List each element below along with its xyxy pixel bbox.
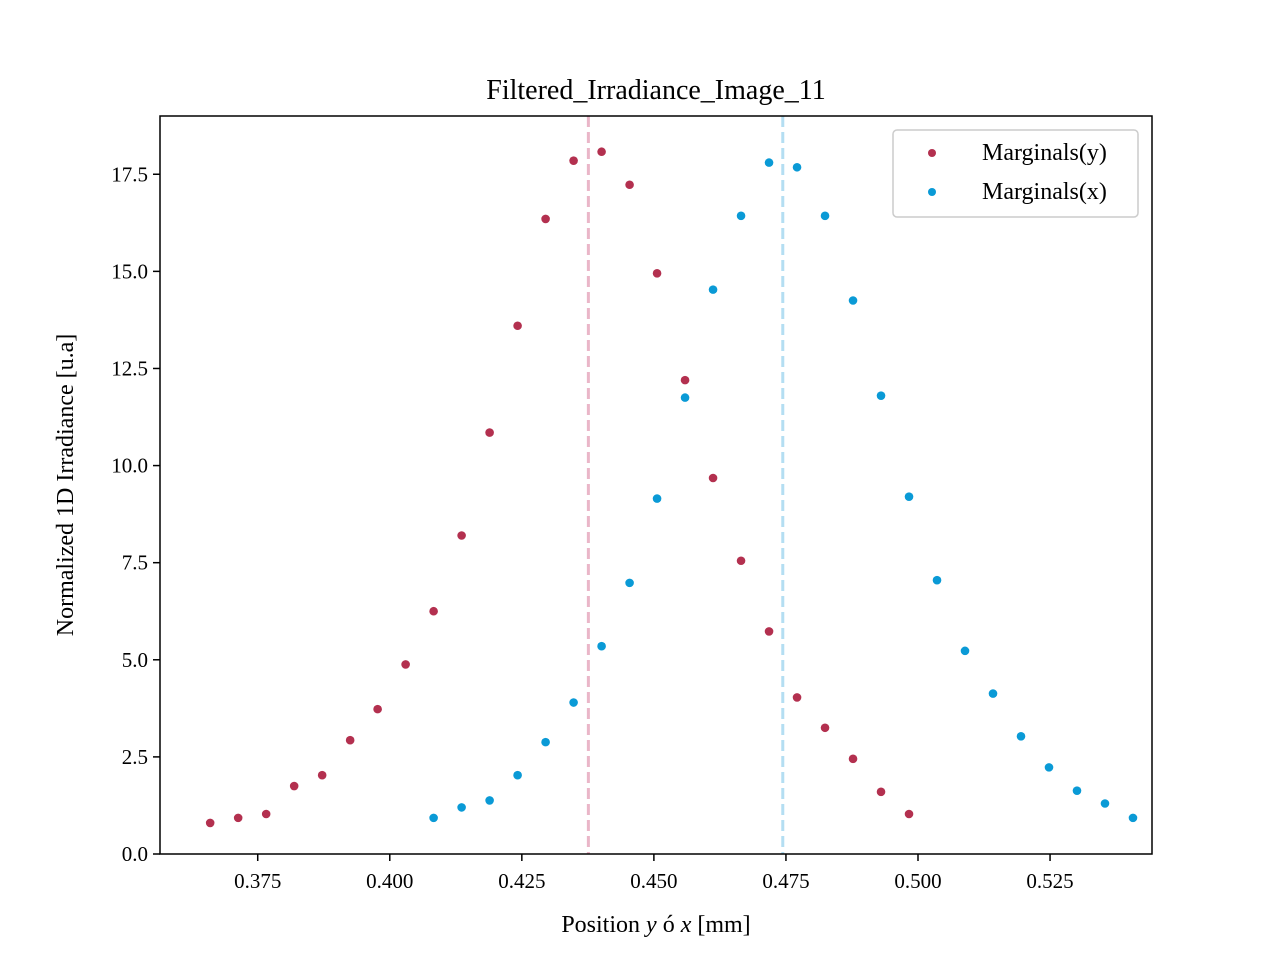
data-point [401,660,410,669]
x-tick-label: 0.500 [894,869,941,893]
y-tick-label: 15.0 [111,259,148,283]
x-tick-label: 0.375 [234,869,281,893]
y-tick-label: 17.5 [111,162,148,186]
legend-label-marginals-y: Marginals(y) [982,140,1107,166]
y-axis-label: Normalized 1D Irradiance [u.a] [53,334,79,637]
data-point [289,781,299,791]
legend-label-marginals-x: Marginals(x) [982,179,1107,205]
data-point [680,393,690,402]
data-point [569,698,578,707]
data-point [569,156,578,165]
plot-frame [159,115,1153,855]
data-point [1016,732,1026,741]
y-axis-ticks: 0.0 2.5 5.0 7.5 10.0 12.5 15.0 17.5 [111,162,160,866]
data-point [792,162,802,172]
legend-marker-marginals-x [928,188,936,196]
x-tick-label: 0.525 [1026,869,1073,893]
data-point [541,214,550,224]
data-point [904,492,914,501]
y-tick-label: 2.5 [122,745,148,769]
reference-lines [586,116,785,854]
data-point [820,723,830,733]
data-point [1100,799,1110,808]
legend-box [892,129,1139,218]
data-point [625,578,634,588]
data-point [820,211,830,221]
data-point [708,473,718,483]
data-point [345,735,355,745]
data-point [317,770,327,780]
data-point [764,158,774,167]
legend: Marginals(y) Marginals(x) [892,129,1139,218]
y-tick-label: 12.5 [111,356,148,380]
data-point [876,787,886,797]
data-point [429,606,438,616]
data-point [708,285,718,294]
data-point [205,818,215,828]
y-tick-label: 7.5 [122,551,148,575]
data-point [457,803,466,812]
data-point [429,813,438,823]
data-point [848,754,858,764]
x-tick-label: 0.475 [762,869,809,893]
data-point [485,428,494,437]
x-axis-ticks: 0.375 0.400 0.425 0.450 0.475 0.500 0.525 [234,854,1074,893]
x-tick-label: 0.400 [366,869,413,893]
y-tick-label: 5.0 [122,648,148,672]
legend-marker-marginals-y [928,149,936,157]
data-point [876,391,886,400]
series-marginals-y [205,147,914,828]
data-point [792,693,802,702]
data-point [736,556,746,566]
data-point [1044,763,1054,772]
data-point [513,770,522,780]
data-point [513,321,522,331]
data-point [597,641,606,651]
data-point [1128,813,1138,823]
data-points [205,147,1138,828]
data-point [988,689,998,698]
data-point [261,809,271,819]
data-point [625,180,634,190]
data-point [652,269,662,278]
data-point [960,646,970,656]
data-point [764,627,774,636]
data-point [597,147,606,157]
x-tick-label: 0.450 [630,869,677,893]
data-point [736,211,746,221]
x-tick-label: 0.425 [498,869,545,893]
data-point [932,575,942,585]
y-tick-label: 10.0 [111,454,148,478]
data-point [848,296,858,305]
data-point [541,737,550,747]
data-point [233,813,243,823]
chart-title: Filtered_Irradiance_Image_11 [486,75,825,106]
data-point [1072,786,1082,795]
data-point [904,809,914,819]
series-marginals-x [429,158,1138,823]
x-axis-label: Position y ó x [mm] [561,912,750,938]
data-point [373,704,382,714]
data-point [652,494,662,503]
data-point [485,796,494,805]
data-point [457,531,466,540]
y-tick-label: 0.0 [122,842,148,866]
data-point [680,375,690,385]
